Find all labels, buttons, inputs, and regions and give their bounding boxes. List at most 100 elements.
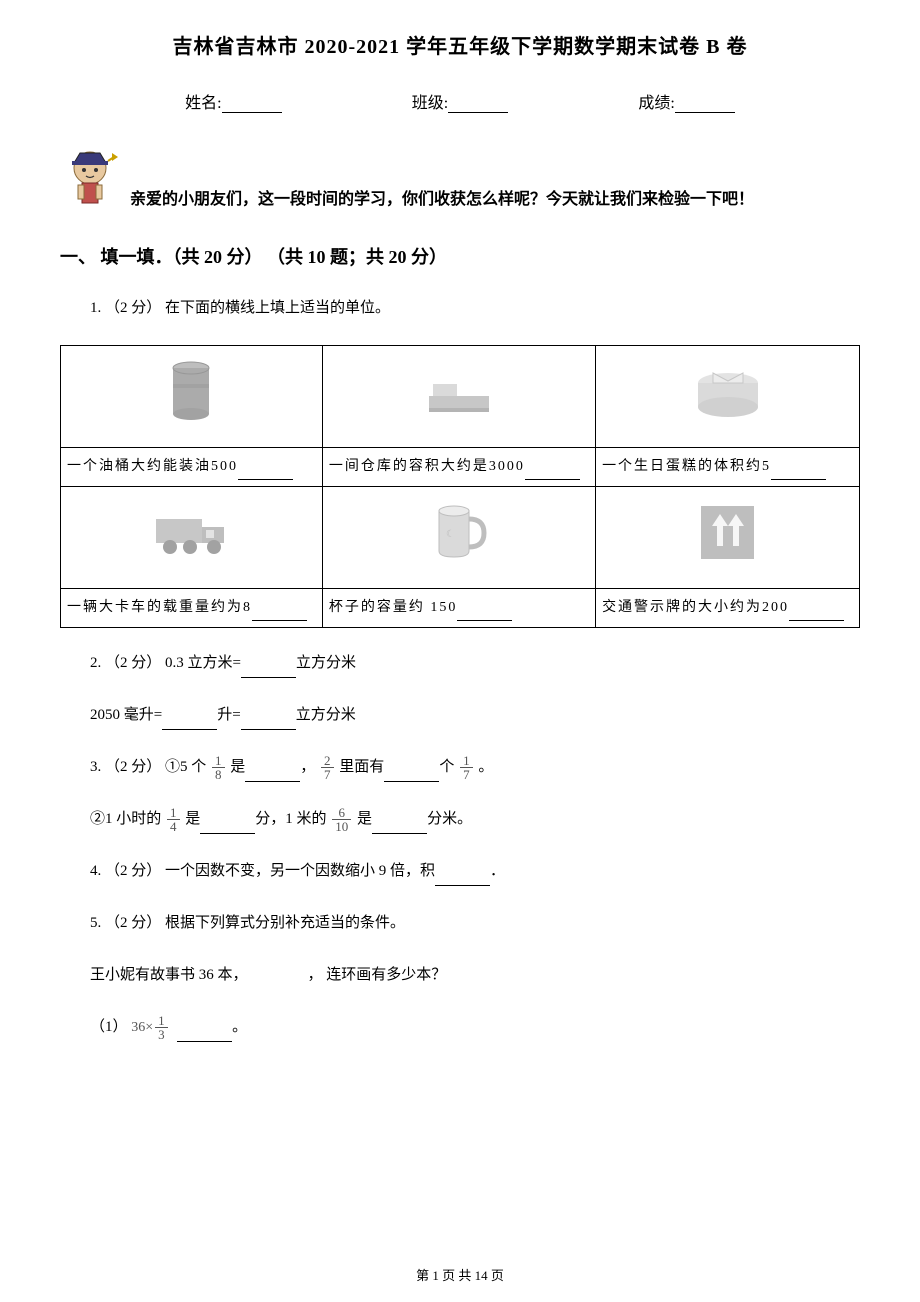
q3-m1: 是 [230, 759, 245, 775]
blank [241, 662, 296, 678]
q1-img-cup: ☾ [322, 487, 595, 589]
fraction-icon: 610 [332, 806, 351, 833]
q1-img-warehouse [322, 346, 595, 448]
q5-l2a: 王小妮有故事书 36 本， [90, 967, 248, 983]
name-label: 姓名: [185, 95, 221, 112]
frac-num: 2 [321, 754, 334, 768]
q3-l2e: 分米。 [427, 811, 472, 827]
blank [200, 818, 255, 834]
q3-pre: 3. （2 分） ①5 个 [90, 759, 210, 775]
q1-img-sign [596, 487, 860, 589]
frac-den: 7 [460, 768, 473, 781]
q1-text-4: 杯子的容量约 150 [329, 600, 458, 615]
q2-l1a: 2. （2 分） 0.3 立方米= [90, 655, 241, 671]
info-row: 姓名: 班级: 成绩: [60, 89, 860, 113]
intro-text: 亲爱的小朋友们，这一段时间的学习，你们收获怎么样呢？今天就让我们来检验一下吧！ [130, 185, 754, 213]
q5-stem: 5. （2 分） 根据下列算式分别补充适当的条件。 [60, 908, 860, 938]
q3-l2d: 是 [357, 811, 372, 827]
q1-cell-3: 一辆大卡车的载重量约为8 [61, 588, 323, 628]
blank [252, 605, 307, 621]
q3-l2b: 是 [185, 811, 200, 827]
frac-num: 6 [332, 806, 351, 820]
q5-s1-label: （1） [90, 1019, 131, 1035]
blank [457, 605, 512, 621]
blank [177, 1026, 232, 1042]
q3-m4: 个 [439, 759, 458, 775]
q3-l2c: 分，1 米的 [255, 811, 330, 827]
q3-l2a: ②1 小时的 [90, 811, 165, 827]
blank [789, 605, 844, 621]
section-1-header: 一、 填一填．（共 20 分） （共 10 题；共 20 分） [60, 243, 860, 269]
frac-den: 8 [212, 768, 225, 781]
q4-a: 4. （2 分） 一个因数不变，另一个因数缩小 9 倍，积 [90, 863, 435, 879]
blank [384, 766, 439, 782]
class-label: 班级: [412, 95, 448, 112]
q1-img-cake [596, 346, 860, 448]
fraction-icon: 18 [212, 754, 225, 781]
class-field: 班级: [412, 89, 508, 113]
q2-line1: 2. （2 分） 0.3 立方米= 立方分米 [60, 648, 860, 678]
blank [162, 714, 217, 730]
frac-num: 1 [167, 806, 180, 820]
q4-b: ． [490, 863, 505, 879]
q5-sub1: （1） 36×13 。 [60, 1012, 860, 1042]
q1-img-barrel [61, 346, 323, 448]
q5-l2b: ， 连环画有多少本？ [308, 967, 447, 983]
mascot-icon [60, 143, 120, 213]
blank [241, 714, 296, 730]
frac-num: 1 [155, 1014, 168, 1028]
frac-den: 4 [167, 820, 180, 833]
frac-den: 3 [155, 1028, 168, 1041]
q1-cell-5: 交通警示牌的大小约为200 [596, 588, 860, 628]
fraction-icon: 27 [321, 754, 334, 781]
score-field: 成绩: [638, 89, 734, 113]
q1-stem: 1. （2 分） 在下面的横线上填上适当的单位。 [60, 293, 860, 323]
q1-text-3: 一辆大卡车的载重量约为8 [67, 600, 252, 615]
q1-cell-2: 一个生日蛋糕的体积约5 [596, 447, 860, 487]
q1-text-2: 一个生日蛋糕的体积约5 [602, 459, 771, 474]
svg-text:☾: ☾ [446, 529, 457, 540]
q1-img-truck [61, 487, 323, 589]
frac-den: 7 [321, 768, 334, 781]
frac-num: 1 [460, 754, 473, 768]
name-blank [222, 95, 282, 113]
name-field: 姓名: [185, 89, 281, 113]
q1-text-1: 一间仓库的容积大约是3000 [329, 459, 525, 474]
frac-num: 1 [212, 754, 225, 768]
score-blank [675, 95, 735, 113]
q2-l2c: 立方分米 [296, 707, 356, 723]
q2-l2b: 升= [217, 707, 240, 723]
fraction-icon: 13 [155, 1014, 168, 1041]
q5-expr-a: 36× [131, 1020, 153, 1035]
q1-table: 一个油桶大约能装油500 一间仓库的容积大约是3000 一个生日蛋糕的体积约5 … [60, 345, 860, 628]
q3-m3: 里面有 [339, 759, 384, 775]
fraction-icon: 17 [460, 754, 473, 781]
blank [245, 766, 300, 782]
q1-text-0: 一个油桶大约能装油500 [67, 459, 238, 474]
q5-s1-end: 。 [232, 1019, 247, 1035]
q1-cell-1: 一间仓库的容积大约是3000 [322, 447, 595, 487]
exam-title: 吉林省吉林市 2020-2021 学年五年级下学期数学期末试卷 B 卷 [60, 30, 860, 59]
blank [238, 464, 293, 480]
score-label: 成绩: [638, 95, 674, 112]
q3-line1: 3. （2 分） ①5 个 18 是， 27 里面有个 17 。 [60, 752, 860, 782]
q4: 4. （2 分） 一个因数不变，另一个因数缩小 9 倍，积 ． [60, 856, 860, 886]
q2-line2: 2050 毫升= 升= 立方分米 [60, 700, 860, 730]
intro-row: 亲爱的小朋友们，这一段时间的学习，你们收获怎么样呢？今天就让我们来检验一下吧！ [60, 143, 860, 213]
fraction-icon: 14 [167, 806, 180, 833]
q2-l2a: 2050 毫升= [90, 707, 162, 723]
q2-l1b: 立方分米 [296, 655, 356, 671]
frac-den: 10 [332, 820, 351, 833]
blank [771, 464, 826, 480]
q3-line2: ②1 小时的 14 是 分，1 米的 610 是 分米。 [60, 804, 860, 834]
q3-m2: ， [300, 759, 319, 775]
q1-text-5: 交通警示牌的大小约为200 [602, 600, 789, 615]
q1-cell-4: 杯子的容量约 150 [322, 588, 595, 628]
q5-line2: 王小妮有故事书 36 本， ， 连环画有多少本？ [60, 960, 860, 990]
blank [372, 818, 427, 834]
blank [525, 464, 580, 480]
page-footer: 第 1 页 共 14 页 [0, 1265, 920, 1284]
q3-end: 。 [478, 759, 493, 775]
blank [435, 870, 490, 886]
class-blank [448, 95, 508, 113]
